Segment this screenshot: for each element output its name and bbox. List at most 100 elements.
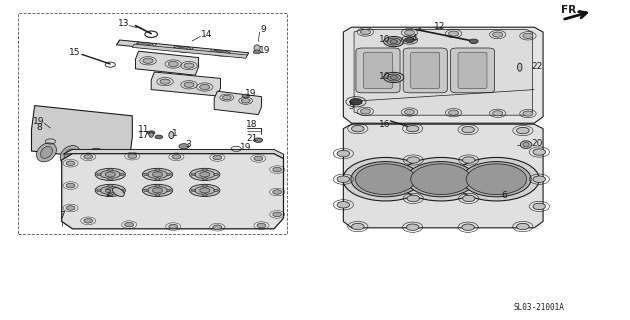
Circle shape (214, 173, 219, 176)
Ellipse shape (390, 76, 398, 79)
Circle shape (462, 157, 475, 163)
Text: SL03-21001A: SL03-21001A (513, 303, 564, 312)
Circle shape (517, 127, 529, 134)
FancyBboxPatch shape (364, 52, 392, 89)
Circle shape (213, 155, 222, 160)
Text: 18: 18 (246, 120, 258, 129)
Circle shape (160, 79, 170, 84)
Text: 12: 12 (434, 22, 445, 31)
Circle shape (517, 223, 529, 230)
Text: 21: 21 (246, 134, 258, 143)
Circle shape (200, 84, 210, 90)
Text: 1: 1 (172, 129, 178, 138)
Circle shape (155, 194, 160, 196)
Circle shape (469, 39, 478, 44)
Text: 2: 2 (106, 189, 111, 198)
Ellipse shape (142, 184, 173, 196)
Circle shape (105, 172, 115, 177)
Ellipse shape (84, 148, 104, 167)
Polygon shape (132, 44, 248, 58)
Circle shape (144, 173, 149, 176)
Ellipse shape (523, 142, 529, 147)
Circle shape (462, 224, 474, 230)
Circle shape (449, 31, 459, 36)
Circle shape (105, 188, 115, 193)
Circle shape (350, 99, 362, 105)
Ellipse shape (190, 168, 220, 180)
Circle shape (202, 185, 207, 187)
Circle shape (351, 162, 420, 197)
Circle shape (143, 58, 153, 63)
Text: 13: 13 (118, 20, 129, 28)
Ellipse shape (37, 143, 57, 162)
Circle shape (407, 157, 420, 163)
Polygon shape (63, 149, 284, 158)
Circle shape (337, 202, 350, 208)
Circle shape (454, 157, 539, 201)
FancyBboxPatch shape (403, 48, 447, 93)
Ellipse shape (195, 186, 215, 194)
FancyBboxPatch shape (411, 52, 440, 89)
Circle shape (404, 37, 415, 43)
Circle shape (108, 178, 113, 180)
Circle shape (108, 194, 113, 196)
Circle shape (147, 131, 155, 135)
Circle shape (533, 203, 546, 210)
Circle shape (179, 144, 189, 149)
Circle shape (155, 169, 160, 171)
Circle shape (404, 30, 415, 35)
Text: 3: 3 (185, 140, 191, 149)
Circle shape (406, 125, 419, 132)
Circle shape (407, 195, 420, 202)
Circle shape (404, 109, 415, 115)
Ellipse shape (517, 63, 522, 71)
Circle shape (172, 155, 181, 159)
Text: 6: 6 (501, 191, 507, 200)
Circle shape (254, 138, 263, 142)
FancyBboxPatch shape (356, 48, 400, 93)
Circle shape (406, 224, 419, 230)
Circle shape (360, 29, 370, 35)
Circle shape (360, 109, 370, 114)
Text: 14: 14 (201, 30, 212, 39)
Circle shape (119, 173, 124, 176)
Text: 10: 10 (379, 72, 390, 81)
Ellipse shape (254, 45, 260, 51)
Circle shape (222, 95, 231, 100)
Circle shape (96, 173, 101, 176)
Circle shape (462, 162, 531, 197)
Ellipse shape (215, 52, 226, 55)
Circle shape (202, 169, 207, 171)
Polygon shape (151, 72, 220, 96)
Text: 9: 9 (260, 25, 266, 34)
Circle shape (242, 94, 249, 98)
Circle shape (84, 219, 93, 223)
Polygon shape (214, 91, 261, 115)
Ellipse shape (100, 170, 120, 179)
Text: 5: 5 (348, 102, 355, 111)
Text: FR.: FR. (561, 4, 580, 15)
Circle shape (66, 206, 75, 210)
Ellipse shape (149, 132, 154, 137)
Polygon shape (32, 106, 132, 162)
Circle shape (152, 188, 163, 193)
Text: 7: 7 (59, 212, 65, 220)
Polygon shape (343, 124, 543, 228)
Circle shape (184, 82, 194, 87)
Circle shape (411, 164, 471, 195)
Circle shape (257, 223, 266, 228)
Ellipse shape (390, 40, 398, 44)
Circle shape (66, 161, 75, 165)
Text: 19: 19 (33, 117, 45, 126)
Circle shape (462, 126, 474, 133)
Ellipse shape (147, 186, 168, 194)
Circle shape (128, 154, 137, 158)
Text: 19: 19 (259, 46, 270, 55)
Polygon shape (117, 40, 249, 58)
Ellipse shape (387, 38, 401, 45)
FancyBboxPatch shape (458, 52, 487, 89)
Circle shape (466, 164, 527, 195)
Ellipse shape (384, 36, 404, 47)
Circle shape (523, 33, 533, 38)
Ellipse shape (139, 44, 151, 47)
